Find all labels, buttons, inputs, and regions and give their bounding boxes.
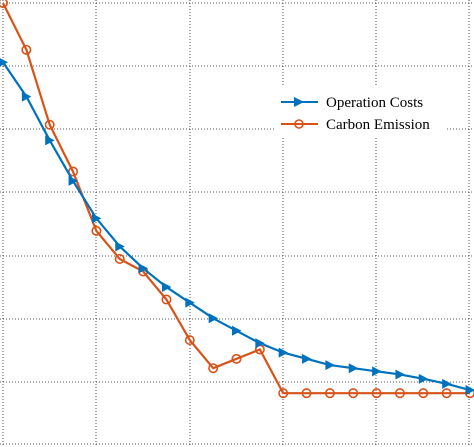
point-carbon-emission (21, 44, 32, 55)
series-layer (0, 0, 474, 399)
point-operation-costs (442, 378, 452, 389)
point-operation-costs (395, 369, 405, 380)
point-operation-costs (138, 263, 149, 274)
point-carbon-emission (91, 225, 102, 236)
point-operation-costs (348, 363, 359, 374)
legend-marker-operation-costs (294, 97, 304, 107)
point-operation-costs (418, 373, 429, 384)
point-carbon-emission (394, 388, 405, 399)
point-carbon-emission (348, 388, 359, 399)
point-carbon-emission (184, 335, 195, 346)
point-operation-costs (115, 241, 125, 252)
point-operation-costs (185, 297, 195, 308)
point-carbon-emission (324, 388, 335, 399)
point-carbon-emission (44, 119, 55, 130)
point-operation-costs (372, 366, 382, 377)
point-operation-costs (68, 175, 79, 186)
point-carbon-emission (0, 0, 8, 8)
series-carbon-emission (0, 0, 474, 399)
legend-label-carbon-emission: Carbon Emission (326, 117, 430, 133)
point-carbon-emission (418, 388, 429, 399)
legend-marker-carbon-emission (294, 119, 304, 129)
point-carbon-emission (208, 363, 219, 374)
point-carbon-emission (441, 388, 452, 399)
point-carbon-emission (371, 388, 382, 399)
series-line-carbon-emission (2, 2, 470, 395)
legend-label-operation-costs: Operation Costs (326, 95, 423, 111)
point-operation-costs (91, 213, 102, 224)
point-operation-costs (278, 347, 289, 358)
point-operation-costs (208, 313, 219, 324)
point-carbon-emission (301, 388, 312, 399)
point-operation-costs (161, 282, 172, 293)
series-operation-costs (0, 58, 474, 396)
point-carbon-emission (278, 388, 289, 399)
point-operation-costs (325, 360, 335, 371)
legend: Operation Costs Carbon Emission (276, 86, 446, 138)
point-operation-costs (232, 325, 242, 336)
point-operation-costs (255, 338, 265, 349)
point-operation-costs (465, 385, 474, 396)
point-operation-costs (302, 353, 312, 364)
point-carbon-emission (114, 253, 125, 264)
point-carbon-emission (161, 294, 172, 305)
point-carbon-emission (231, 353, 242, 364)
legend-background (276, 86, 446, 138)
point-operation-costs (0, 58, 8, 67)
point-operation-costs (21, 91, 32, 102)
point-operation-costs (45, 135, 55, 146)
